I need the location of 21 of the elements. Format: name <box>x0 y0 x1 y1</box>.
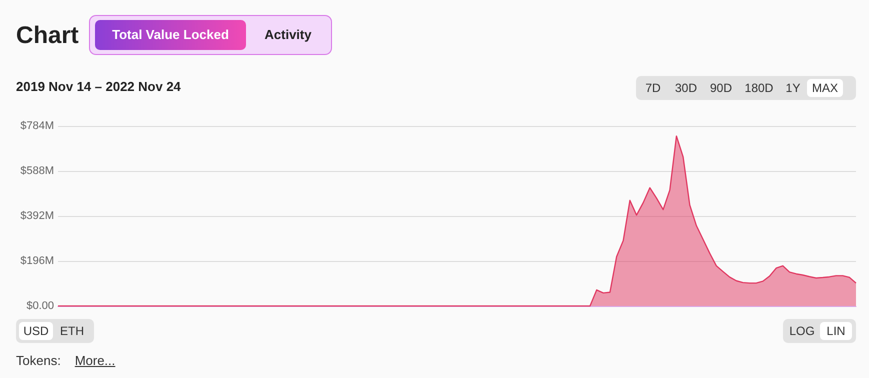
y-tick-label: $588M <box>20 165 54 177</box>
y-tick-label: $784M <box>20 120 54 132</box>
text: 90D <box>708 80 733 97</box>
text: ETH <box>59 323 85 340</box>
y-tick-label: $0.00 <box>26 300 54 312</box>
text: LIN <box>820 322 852 340</box>
text: Tokens: <box>16 353 61 368</box>
text: 30D <box>674 80 698 97</box>
text: Total Value Locked <box>95 20 246 50</box>
text: MAX <box>807 79 843 97</box>
y-tick-label: $392M <box>20 210 54 222</box>
text: Activity <box>264 26 312 44</box>
y-tick-label: $196M <box>20 255 54 267</box>
text: 1Y <box>784 80 802 97</box>
text: More... <box>74 353 116 368</box>
text: 7D <box>644 80 662 97</box>
text: 180D <box>744 80 774 97</box>
text: LOG <box>788 323 816 340</box>
text: USD <box>19 322 53 340</box>
chart-title: Chart <box>16 22 79 50</box>
chart-subtitle: 2019 Nov 14 – 2022 Nov 24 <box>16 79 181 94</box>
